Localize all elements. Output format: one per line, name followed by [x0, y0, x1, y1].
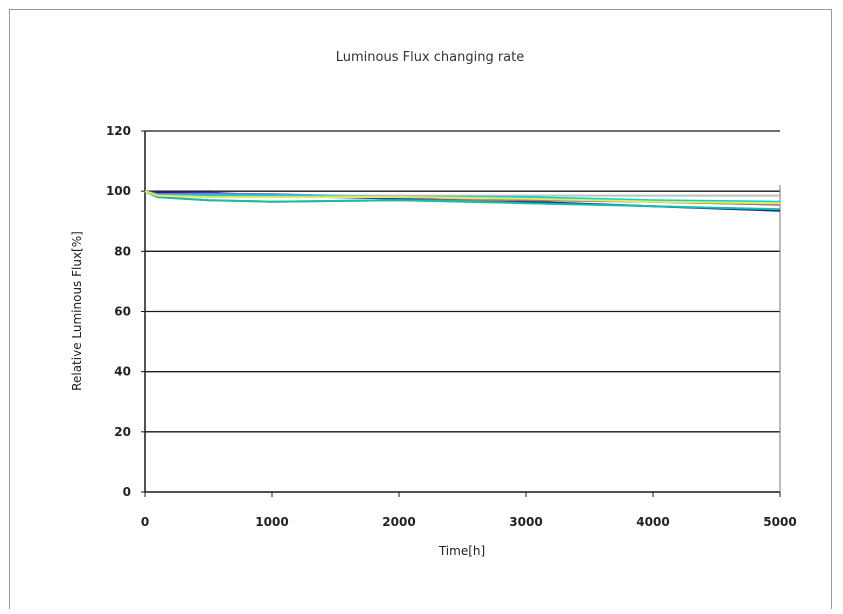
y-tick-label: 100	[106, 184, 131, 198]
chart-title: Luminous Flux changing rate	[336, 50, 525, 65]
x-tick-label: 1000	[255, 515, 288, 529]
x-tick-label: 2000	[382, 515, 415, 529]
axes	[141, 130, 781, 497]
y-tick-label: 0	[123, 485, 131, 499]
x-tick-label: 5000	[763, 515, 796, 529]
x-tick-label: 3000	[509, 515, 542, 529]
x-tick-label: 0	[141, 515, 149, 529]
series-line-6	[144, 190, 781, 211]
x-tick-label: 4000	[636, 515, 669, 529]
x-axis-label: Time[h]	[438, 544, 485, 558]
y-tick-label: 80	[114, 244, 131, 258]
y-axis-label: Relative Luminous Flux[%]	[70, 231, 84, 391]
y-tick-label: 40	[114, 365, 131, 379]
series-line-7	[144, 190, 781, 205]
y-tick-label: 20	[114, 425, 131, 439]
series-lines	[144, 190, 781, 212]
y-tick-labels: 0 20 40 60 80 100 120	[106, 124, 131, 499]
y-tick-label: 120	[106, 124, 131, 138]
grid-lines	[145, 130, 780, 433]
x-tick-labels: 0 1000 2000 3000 4000 5000	[141, 515, 797, 529]
y-tick-label: 60	[114, 305, 131, 319]
chart-frame	[9, 9, 832, 609]
